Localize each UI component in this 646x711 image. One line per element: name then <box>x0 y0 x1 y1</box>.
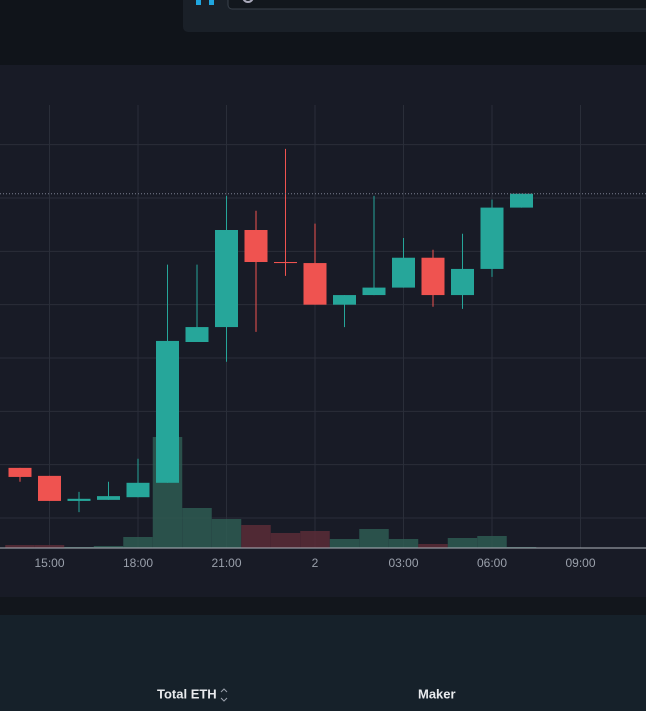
candle-body <box>156 340 179 483</box>
candle-body <box>38 475 61 501</box>
candle-body <box>8 467 32 477</box>
volume-bar <box>300 531 330 548</box>
x-tick-label: 06:00 <box>477 556 507 570</box>
column-header[interactable]: Maker <box>418 686 456 701</box>
icon[interactable] <box>209 0 214 5</box>
x-tick-label: 18:00 <box>123 556 153 570</box>
candle-body <box>274 262 297 264</box>
candle-body <box>333 295 356 305</box>
volume-bar <box>359 529 389 548</box>
volume-bar <box>329 539 360 548</box>
x-tick-label: 2 <box>312 556 319 570</box>
x-tick-label: 21:00 <box>211 556 241 570</box>
candle-body <box>97 496 120 500</box>
volume-bar <box>477 536 507 548</box>
candle-body <box>480 207 504 269</box>
volume-bar <box>388 539 419 548</box>
volume-bar <box>241 525 271 548</box>
candle-body <box>451 268 474 296</box>
sort-icon[interactable] <box>220 688 228 702</box>
volume-bar <box>270 533 301 548</box>
x-tick-label: 03:00 <box>388 556 418 570</box>
chart-area <box>0 65 646 597</box>
candle-body <box>392 257 415 288</box>
candle-body <box>67 498 91 501</box>
volume-bar <box>447 538 478 548</box>
search-icon <box>242 0 254 3</box>
candle-body <box>215 230 238 328</box>
column-header[interactable]: Total ETH <box>157 686 217 701</box>
candle-body <box>510 193 533 208</box>
candle-body <box>303 263 327 305</box>
volume-bar <box>123 537 153 548</box>
icon[interactable] <box>196 0 201 5</box>
candle-body <box>244 230 268 262</box>
volume-bar <box>93 546 124 548</box>
volume-bar <box>418 544 448 548</box>
candle-body <box>185 327 209 342</box>
volume-bar <box>34 545 65 548</box>
candle-body <box>126 482 150 498</box>
candle-body <box>362 287 386 296</box>
search-input[interactable] <box>227 0 646 10</box>
candle-body <box>421 257 445 296</box>
volume-bar <box>182 508 212 548</box>
x-tick-label: 15:00 <box>34 556 64 570</box>
plot: 15:00 18:00 21:00 2 03:00 06:00 09:00 <box>0 105 646 570</box>
table-area <box>0 615 646 711</box>
volume-bar <box>211 519 242 548</box>
volume-bar <box>5 545 35 548</box>
x-tick-label: 09:00 <box>565 556 595 570</box>
